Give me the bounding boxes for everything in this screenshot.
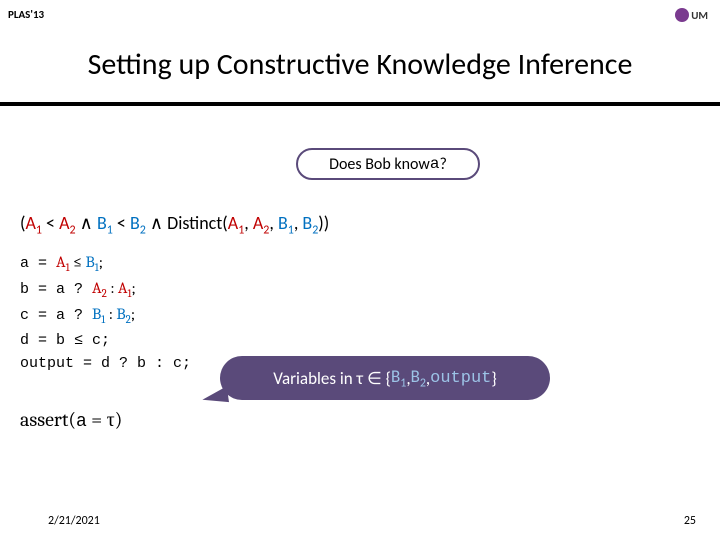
slide-title: Setting up Constructive Knowledge Infere… xyxy=(0,46,720,83)
formula-lt2: < xyxy=(113,212,130,234)
assert-open: ( xyxy=(68,408,76,431)
program-code: a = A1 ≤ B1; b = a ? A2 : A1; c = a ? B1… xyxy=(20,250,191,375)
code-line-5: output = d ? b : c; xyxy=(20,352,191,375)
footer-date: 2/21/2021 xyxy=(48,514,100,528)
bubble2-suffix: } xyxy=(491,368,496,389)
code-line-3: c = a ? B1 : B2; xyxy=(20,302,191,328)
assert-statement: assert(a = τ) xyxy=(20,408,122,432)
formula-and1: ∧ xyxy=(76,212,97,234)
logo-text: UM xyxy=(691,9,708,22)
code-line-1: a = A1 ≤ B1; xyxy=(20,250,191,276)
footer-page-number: 25 xyxy=(684,514,696,528)
conference-label: PLAS'13 xyxy=(8,8,44,21)
question-bubble: Does Bob know a ? xyxy=(296,148,480,180)
code-line-4: d = b ≤ c; xyxy=(20,329,191,352)
formula-B1: B1 xyxy=(97,212,113,234)
formula-A2: A2 xyxy=(59,212,76,234)
precondition-formula: (A1 < A2 ∧ B1 < B2 ∧ Distinct(A1, A2, B1… xyxy=(20,212,329,238)
assert-fn: assert xyxy=(20,408,68,431)
bubble2-prefix: Variables in τ ∈ { xyxy=(273,368,391,389)
formula-c2: , xyxy=(269,212,278,234)
bubble1-prefix: Does Bob know xyxy=(329,155,430,174)
formula-lt1: < xyxy=(42,212,59,234)
university-logo: UM xyxy=(664,6,708,24)
bubble2-output: output xyxy=(430,369,491,388)
bubble1-var: a xyxy=(430,155,440,173)
formula-c1: , xyxy=(244,212,253,234)
variables-bubble: Variables in τ ∈ { B1, B2, output } xyxy=(220,356,550,400)
logo-circle-icon xyxy=(675,8,689,22)
assert-eq: = τ xyxy=(87,408,115,431)
formula-close: )) xyxy=(318,212,329,234)
assert-close: ) xyxy=(115,408,123,431)
formula-and2: ∧ Distinct( xyxy=(146,212,228,234)
formula-A1: A1 xyxy=(25,212,42,234)
bubble2-B2: B2 xyxy=(411,366,426,390)
formula-dB2: B2 xyxy=(302,212,318,234)
code-line-2: b = a ? A2 : A1; xyxy=(20,276,191,302)
formula-dA2: A2 xyxy=(253,212,270,234)
formula-dB1: B1 xyxy=(278,212,294,234)
formula-B2: B2 xyxy=(130,212,146,234)
formula-dA1: A1 xyxy=(228,212,245,234)
bubble2-B1: B1 xyxy=(391,366,406,390)
assert-var: a xyxy=(76,412,87,432)
bubble1-suffix: ? xyxy=(439,155,446,174)
title-underline xyxy=(0,102,720,106)
